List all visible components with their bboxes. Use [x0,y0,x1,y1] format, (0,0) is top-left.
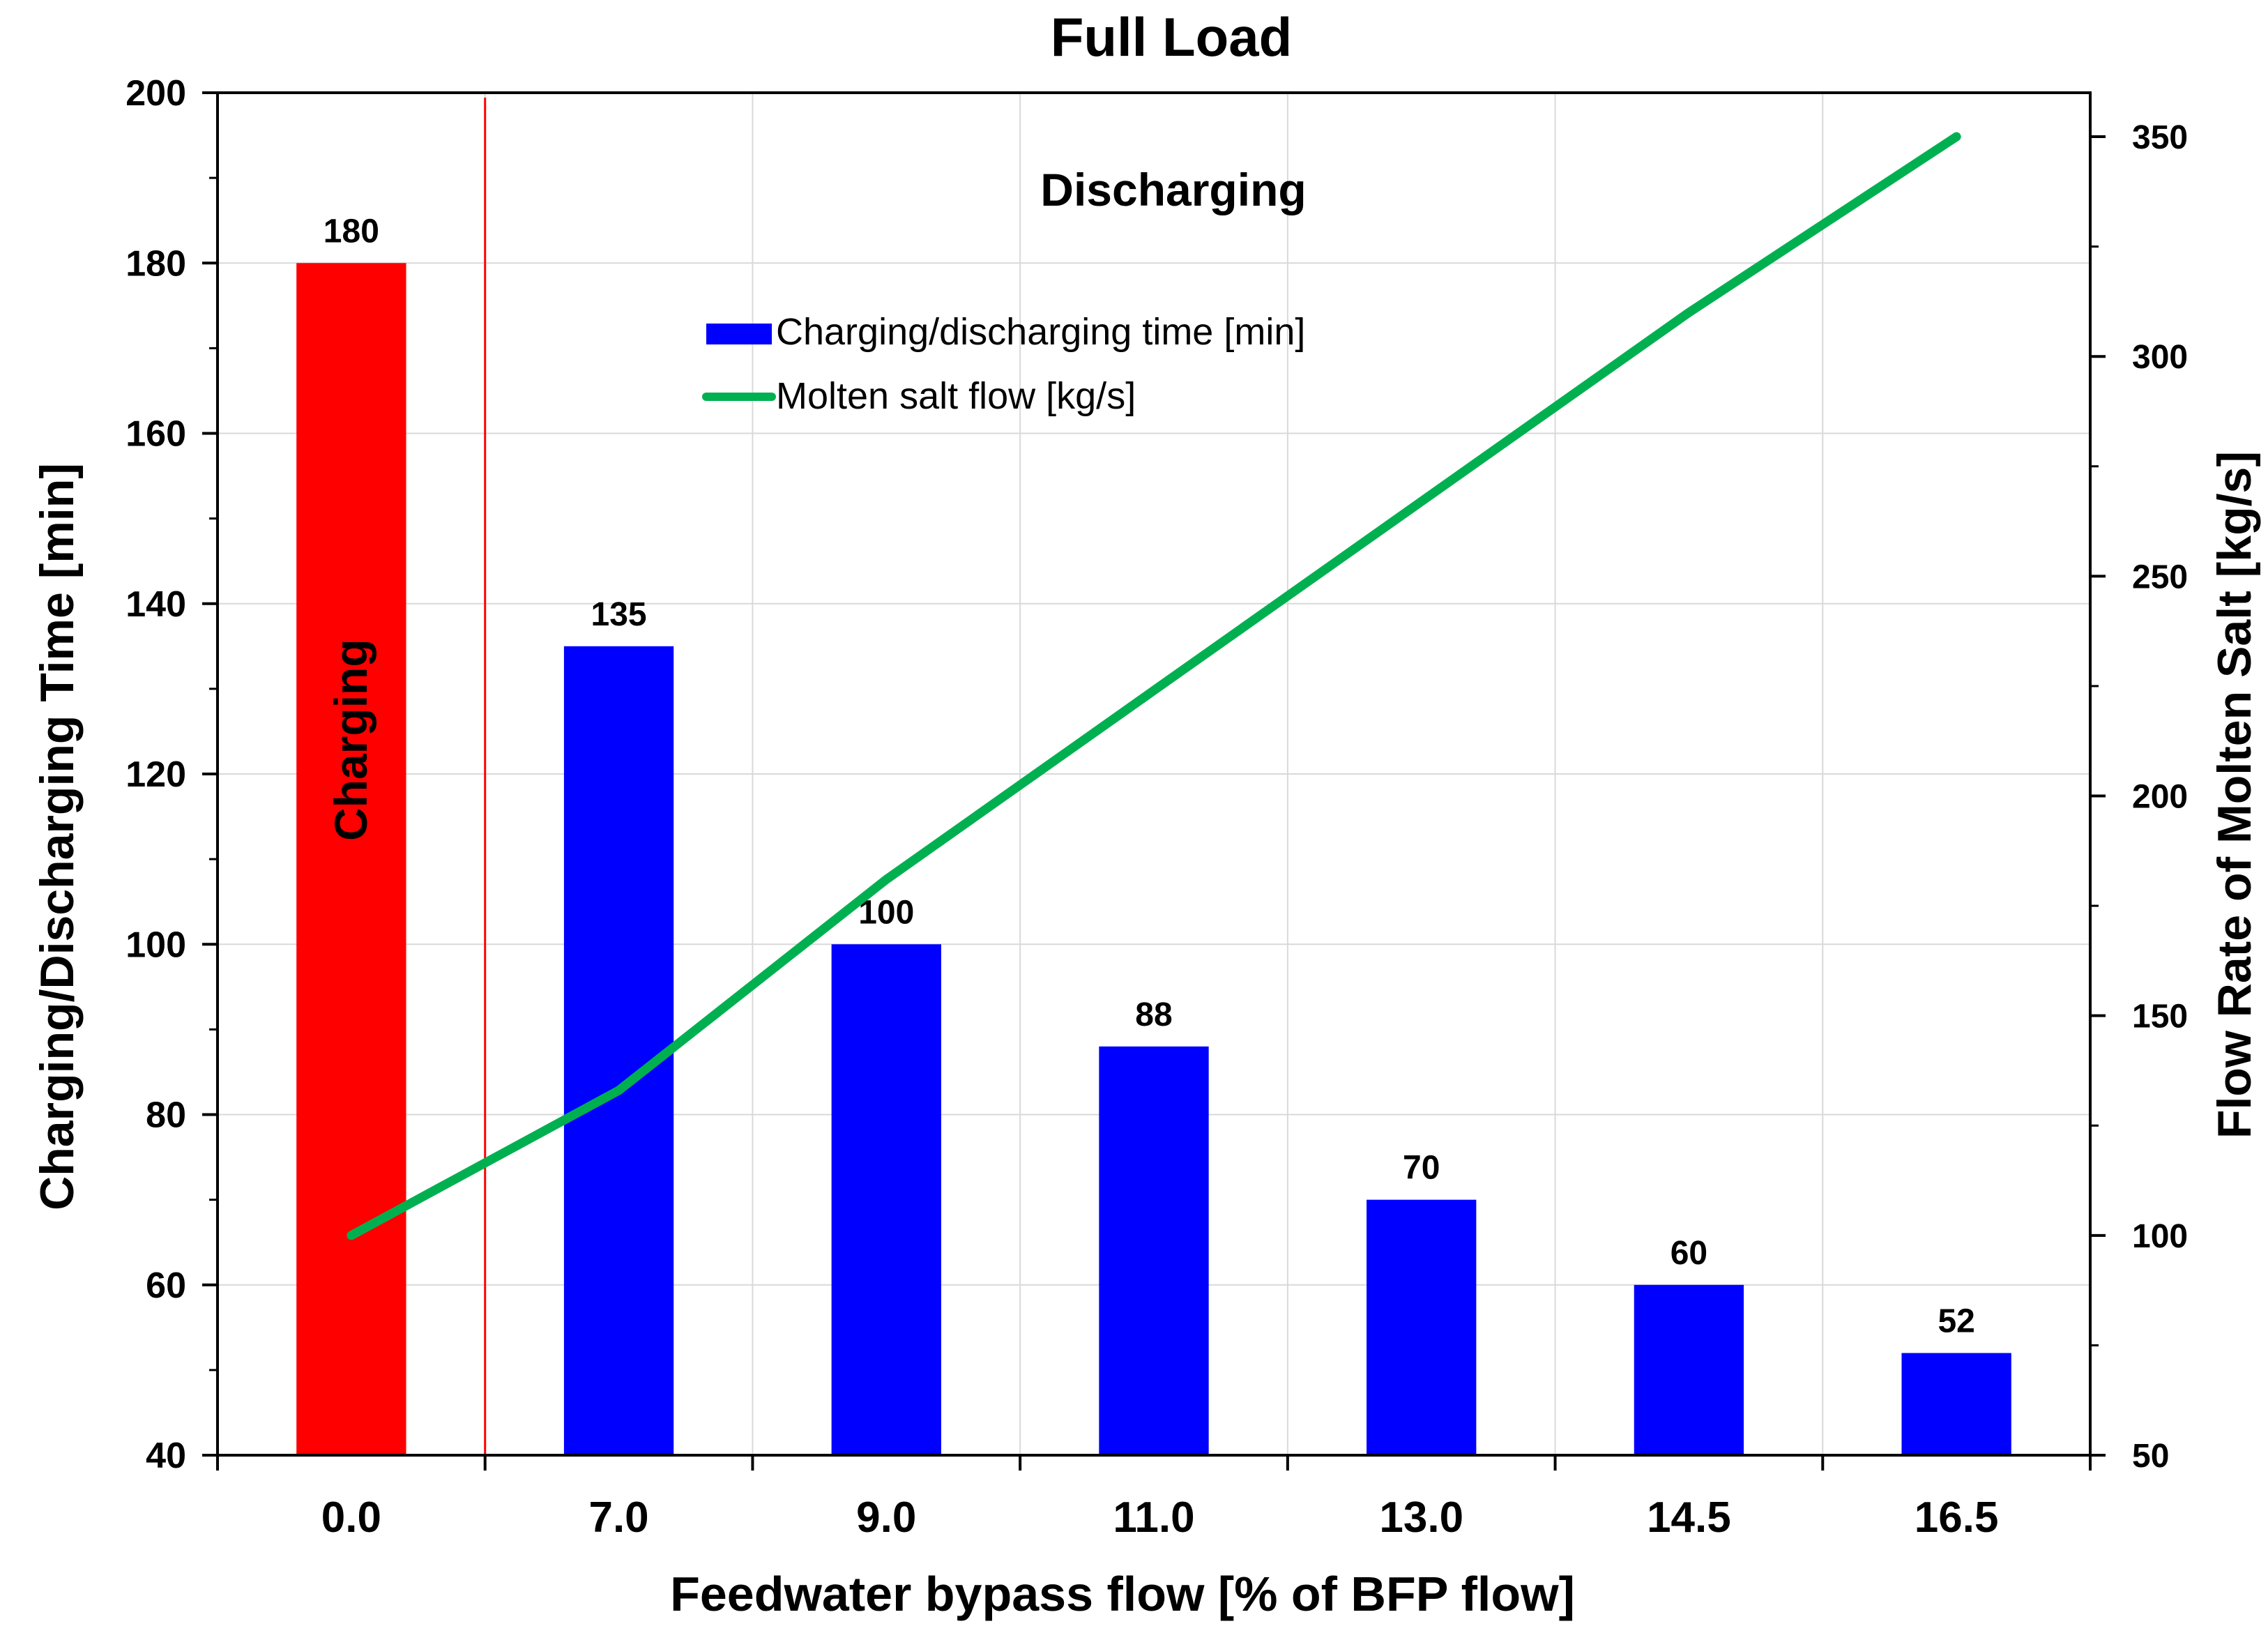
bar-data-label: 60 [1670,1235,1707,1272]
x-tick-label: 0.0 [321,1494,381,1542]
axes: 40 60 80 100 120 140 160 180 200 50 100 150 200 250 30… [125,73,2188,1542]
molten-salt-flow-point [350,1234,352,1236]
y-tick-label: 40 [146,1436,186,1476]
bar-data-label: 100 [858,894,914,931]
molten-salt-flow-point [1688,312,1690,314]
y-tick-label: 160 [125,414,186,455]
bar-data-label: 70 [1403,1150,1440,1187]
legend-bar-swatch [706,324,772,344]
y-tick-label: 80 [146,1095,186,1136]
annotations: Charging Discharging [325,98,1307,1455]
discharging-label: Discharging [1040,164,1306,215]
y2-tick-label: 150 [2132,998,2188,1035]
y-tick-label: 200 [125,73,186,114]
bar-data-label: 180 [324,213,379,250]
y2-tick-label: 350 [2132,119,2188,156]
y2-axis-label: Flow Rate of Molten Salt [kg/s] [2208,451,2261,1139]
bar [296,263,406,1455]
x-axis-label: Feedwater bypass flow [% of BFP flow] [670,1567,1575,1621]
y-tick-label: 140 [125,584,186,625]
y-tick-label: 100 [125,925,186,965]
molten-salt-flow-point [1420,501,1422,503]
molten-salt-flow-point [618,1089,620,1091]
x-tick-label: 7.0 [588,1494,648,1542]
molten-salt-flow-point [885,879,888,881]
x-tick-label: 9.0 [856,1494,916,1542]
legend-bar-label: Charging/discharging time [min] [776,311,1305,353]
y2-tick-label: 300 [2132,339,2188,376]
charging-label: Charging [325,639,376,841]
y2-tick-label: 50 [2132,1438,2169,1475]
bar-data-label: 52 [1938,1302,1974,1339]
bar [831,944,941,1455]
bars: 180 135 100 88 70 60 52 [296,213,2011,1455]
molten-salt-flow-point [1153,690,1155,692]
legend: Charging/discharging time [min] Molten sa… [702,311,1305,417]
bar-data-label: 135 [591,596,647,633]
chart-title: Full Load [1051,6,1293,68]
y-tick-label: 180 [125,243,186,284]
y-tick-label: 60 [146,1266,186,1306]
y-tick-label: 120 [125,754,186,795]
bar [1901,1353,2011,1455]
bar-data-label: 88 [1135,996,1172,1033]
bar [1099,1046,1209,1455]
x-tick-label: 16.5 [1915,1494,1999,1542]
y2-tick-label: 250 [2132,559,2188,595]
molten-salt-line [347,132,1961,1240]
bar [1367,1199,1477,1455]
bar [1634,1284,1744,1455]
x-tick-label: 13.0 [1379,1494,1463,1542]
molten-salt-flow-point [1956,136,1958,138]
y2-tick-label: 200 [2132,779,2188,816]
x-tick-label: 11.0 [1113,1494,1194,1542]
x-tick-label: 14.5 [1647,1494,1731,1542]
bar [563,646,674,1455]
legend-line-label: Molten salt flow [kg/s] [776,375,1136,417]
y-axis-label: Charging/Discharging Time [min] [31,463,84,1210]
y2-tick-label: 100 [2132,1218,2188,1255]
